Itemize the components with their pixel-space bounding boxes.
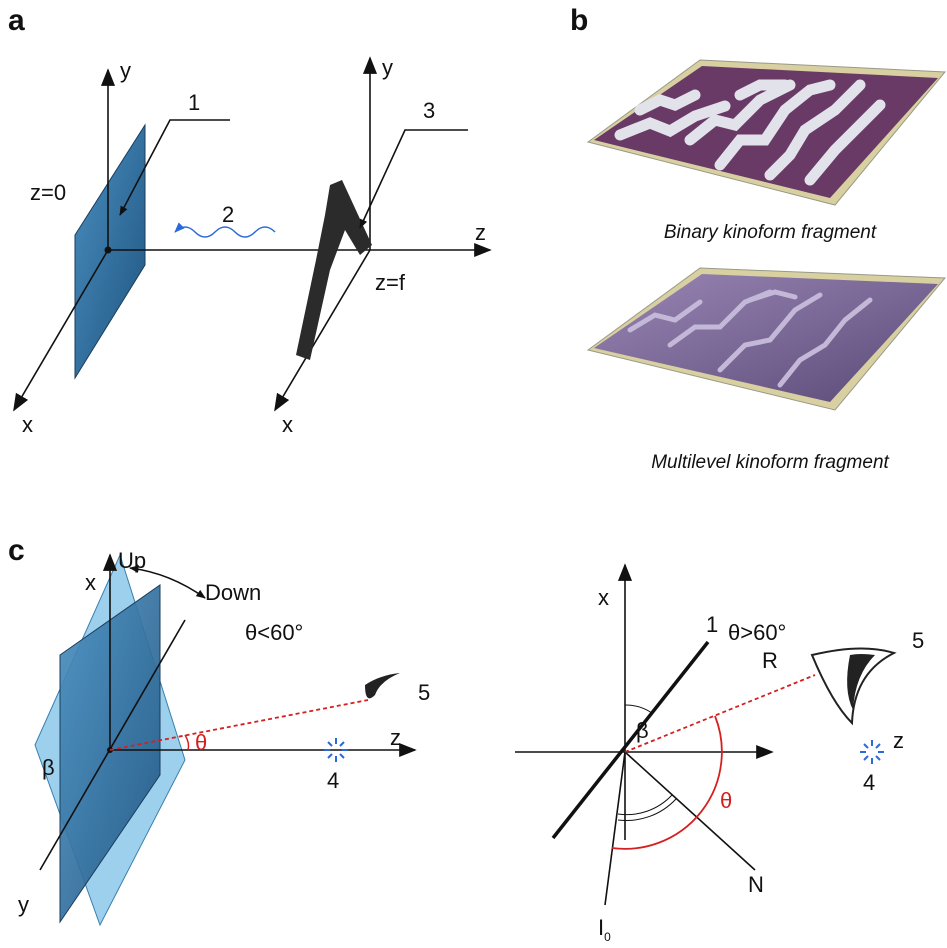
ray-label: R bbox=[762, 648, 778, 673]
angle-label: β bbox=[636, 718, 649, 743]
label: Down bbox=[205, 580, 261, 605]
axis-label: z bbox=[893, 728, 904, 753]
source-label: 4 bbox=[863, 770, 875, 795]
source-label: 4 bbox=[327, 768, 339, 793]
axis-label: y bbox=[382, 55, 393, 80]
callout-label: 2 bbox=[222, 202, 234, 227]
panel-label: c bbox=[8, 534, 25, 567]
caption: Binary kinoform fragment bbox=[664, 222, 877, 243]
line-label: 1 bbox=[706, 612, 718, 637]
image-shape bbox=[296, 180, 372, 360]
panel-a: a y x z=0 1 2 3 y x z z=f bbox=[8, 4, 490, 437]
callout-label: 3 bbox=[423, 98, 435, 123]
normal bbox=[625, 752, 755, 870]
axis-label: x bbox=[22, 412, 33, 437]
plane-label: z=0 bbox=[30, 180, 66, 205]
incident bbox=[605, 752, 625, 905]
source bbox=[860, 740, 884, 764]
axis-label: x bbox=[85, 570, 96, 595]
surface-line bbox=[553, 642, 708, 838]
viewer-label: 5 bbox=[912, 628, 924, 653]
callout-label: 1 bbox=[188, 90, 200, 115]
callout bbox=[360, 130, 468, 228]
panel-c-left: c θ Up Down x θ<60° 5 4 z β y bbox=[8, 534, 430, 925]
panel-label: a bbox=[8, 4, 25, 37]
condition: θ>60° bbox=[728, 620, 786, 645]
condition: θ<60° bbox=[245, 620, 303, 645]
angle-arc bbox=[618, 795, 676, 821]
incident-label: I0 bbox=[598, 915, 611, 944]
plane-label: z=f bbox=[375, 270, 406, 295]
axis-label: z bbox=[390, 725, 401, 750]
eye bbox=[365, 673, 400, 698]
angle-arc bbox=[625, 705, 652, 713]
panel-b: b Binary kinoform fragment Multilevel ki… bbox=[570, 4, 945, 473]
angle-arc bbox=[185, 735, 189, 750]
angle-label: β bbox=[42, 755, 55, 780]
axis-label: z bbox=[475, 220, 486, 245]
angle-label: θ bbox=[195, 730, 207, 755]
figure: a y x z=0 1 2 3 y x z z=f b Binary kinof… bbox=[0, 0, 947, 948]
label: Up bbox=[118, 548, 146, 573]
normal-label: N bbox=[748, 872, 764, 897]
angle-label: θ bbox=[720, 788, 732, 813]
axis-label: y bbox=[120, 58, 131, 83]
panel-label: b bbox=[570, 4, 588, 37]
axis-label: y bbox=[18, 892, 29, 917]
incident-sub: 0 bbox=[604, 930, 611, 944]
viewer-label: 5 bbox=[418, 680, 430, 705]
wave bbox=[175, 227, 275, 237]
origin bbox=[105, 247, 112, 254]
panel-c-right: β x θ>60° 1 R θ 5 4 z N I0 bbox=[515, 565, 924, 944]
axis-label: x bbox=[282, 412, 293, 437]
axis-label: x bbox=[598, 585, 609, 610]
caption: Multilevel kinoform fragment bbox=[651, 452, 889, 473]
